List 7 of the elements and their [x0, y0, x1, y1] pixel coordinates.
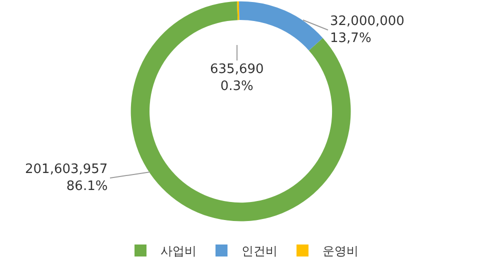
donut-slice	[238, 1, 323, 50]
legend-label: 인건비	[242, 244, 278, 258]
data-label: 201,603,957 86.1%	[25, 162, 108, 194]
legend-label: 운영비	[322, 244, 358, 258]
legend-label: 사업비	[160, 244, 196, 258]
data-label: 32,000,000 13,7%	[330, 14, 404, 46]
data-label: 635,690 0.3%	[210, 62, 264, 94]
